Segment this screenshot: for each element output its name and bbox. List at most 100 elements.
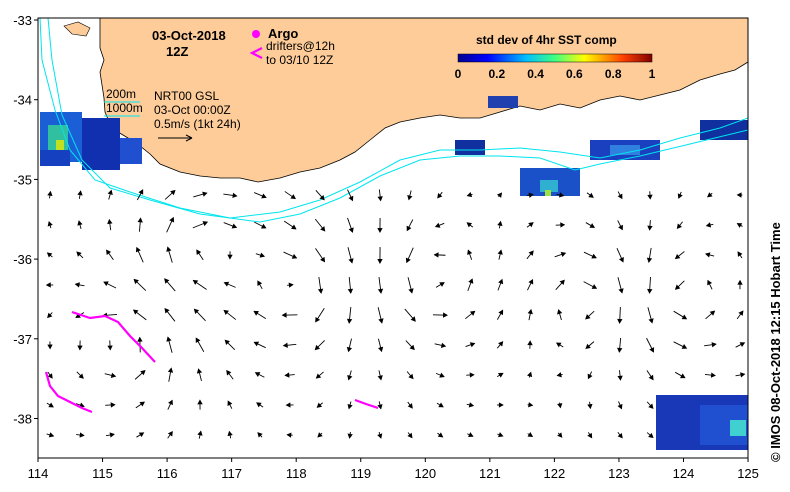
current-vector-head (439, 372, 445, 378)
current-vector-head (232, 192, 238, 199)
x-axis-ticks: 114 115 116 117 118 119 120 121 122 123 124 125 (28, 458, 759, 481)
island (63, 21, 91, 37)
current-vector-head (437, 432, 444, 438)
current-vector-head (254, 372, 261, 377)
current-vector-head (588, 192, 594, 198)
current-vector-head (227, 430, 233, 437)
current-vector-head (47, 344, 53, 350)
current-vector-head (227, 254, 233, 260)
current-vector-head (681, 314, 688, 320)
current-vector-head (646, 257, 653, 263)
y-tick-label: -34 (13, 93, 32, 108)
current-vector-head (202, 191, 208, 197)
current-vector-head (133, 278, 139, 285)
current-vector-head (617, 193, 623, 200)
current-vector-head (319, 194, 325, 201)
current-vector-head (196, 368, 203, 374)
current-vector-head (317, 432, 323, 438)
current-vector-head (617, 375, 623, 381)
current-vector-head (377, 375, 383, 381)
credit-text: © IMOS 08-Oct-2018 12:15 Hobart Time (768, 222, 783, 462)
current-vector-head (587, 432, 593, 439)
x-tick-label: 115 (92, 466, 113, 481)
current-vector-head (107, 218, 113, 225)
current-vector-head (284, 372, 290, 378)
current-vector-head (647, 225, 653, 231)
current-vector-head (377, 196, 383, 202)
y-tick-label: -38 (13, 412, 32, 427)
y-tick-label: -36 (13, 252, 32, 267)
current-vector-head (589, 223, 596, 228)
current-vector-head (256, 402, 262, 408)
current-vector-head (711, 342, 717, 348)
current-vector-head (377, 259, 383, 264)
x-tick-label: 117 (221, 466, 242, 481)
current-vector-head (47, 312, 53, 319)
current-vector-head (253, 341, 260, 347)
current-vector-head (591, 253, 597, 259)
current-vector-head (257, 280, 263, 286)
current-vector-head (166, 246, 172, 252)
current-vector-head (557, 403, 563, 409)
current-vector-head (291, 253, 298, 259)
current-vector-head (498, 372, 504, 378)
current-vector-head (47, 220, 53, 227)
current-vector-head (587, 403, 593, 410)
current-vector-head (618, 288, 624, 294)
current-vector-head (528, 250, 534, 256)
current-vector-head (407, 432, 413, 439)
current-vector-head (290, 194, 296, 200)
current-vector-head (226, 369, 232, 376)
current-vector-head (410, 316, 416, 322)
current-vector-head (705, 252, 711, 258)
current-vector-head (314, 344, 321, 351)
current-vector-head (408, 288, 414, 294)
current-vector-head (346, 346, 353, 353)
current-vector-head (557, 309, 563, 315)
current-vector-head (648, 374, 654, 381)
x-tick-label: 121 (479, 466, 501, 481)
current-vector-head (680, 373, 686, 379)
x-tick-label: 119 (350, 466, 371, 481)
current-vector-head (587, 373, 593, 380)
current-vector-head (253, 310, 259, 316)
current-vector-head (405, 257, 411, 264)
x-tick-label: 124 (673, 466, 695, 481)
current-vector-head (681, 344, 688, 349)
current-vector-head (47, 190, 53, 197)
current-vector-head (674, 284, 681, 290)
current-vector-head (440, 342, 447, 348)
current-vector-head (348, 258, 354, 264)
drifters-line2: to 03/10 12Z (266, 53, 333, 67)
current-vector-head (106, 249, 112, 256)
current-vector-head (78, 373, 84, 379)
current-vector-head (193, 308, 200, 314)
drifter-icon (249, 47, 263, 59)
current-vector-head (647, 288, 653, 294)
current-vector-head (288, 282, 294, 288)
current-vector-head (377, 404, 383, 410)
colorbar-tick-label: 1 (649, 67, 656, 81)
current-vector-head (135, 246, 141, 253)
contour-label-200: 200m (106, 87, 136, 101)
current-vector-head (409, 344, 415, 351)
current-vector-head (164, 278, 170, 284)
current-vector-head (738, 310, 744, 316)
current-vector-head (559, 279, 565, 286)
current-vector-head (320, 226, 326, 232)
colorbar (457, 53, 653, 63)
x-tick-label: 118 (286, 466, 307, 481)
current-vector-head (377, 433, 383, 439)
current-vector-head (223, 281, 230, 287)
current-vector-head (674, 253, 681, 260)
scale-arrow-head (185, 134, 193, 142)
map-date: 03-Oct-2018 (152, 28, 226, 43)
current-vector-head (736, 223, 743, 228)
current-vector-head (617, 403, 623, 410)
current-vector-head (591, 284, 598, 289)
current-vector-head (498, 309, 504, 316)
drifters-line1: drifters@12h (266, 39, 335, 53)
current-vector-head (79, 402, 85, 408)
current-vector-head (167, 430, 173, 437)
current-vector-head (320, 256, 326, 263)
